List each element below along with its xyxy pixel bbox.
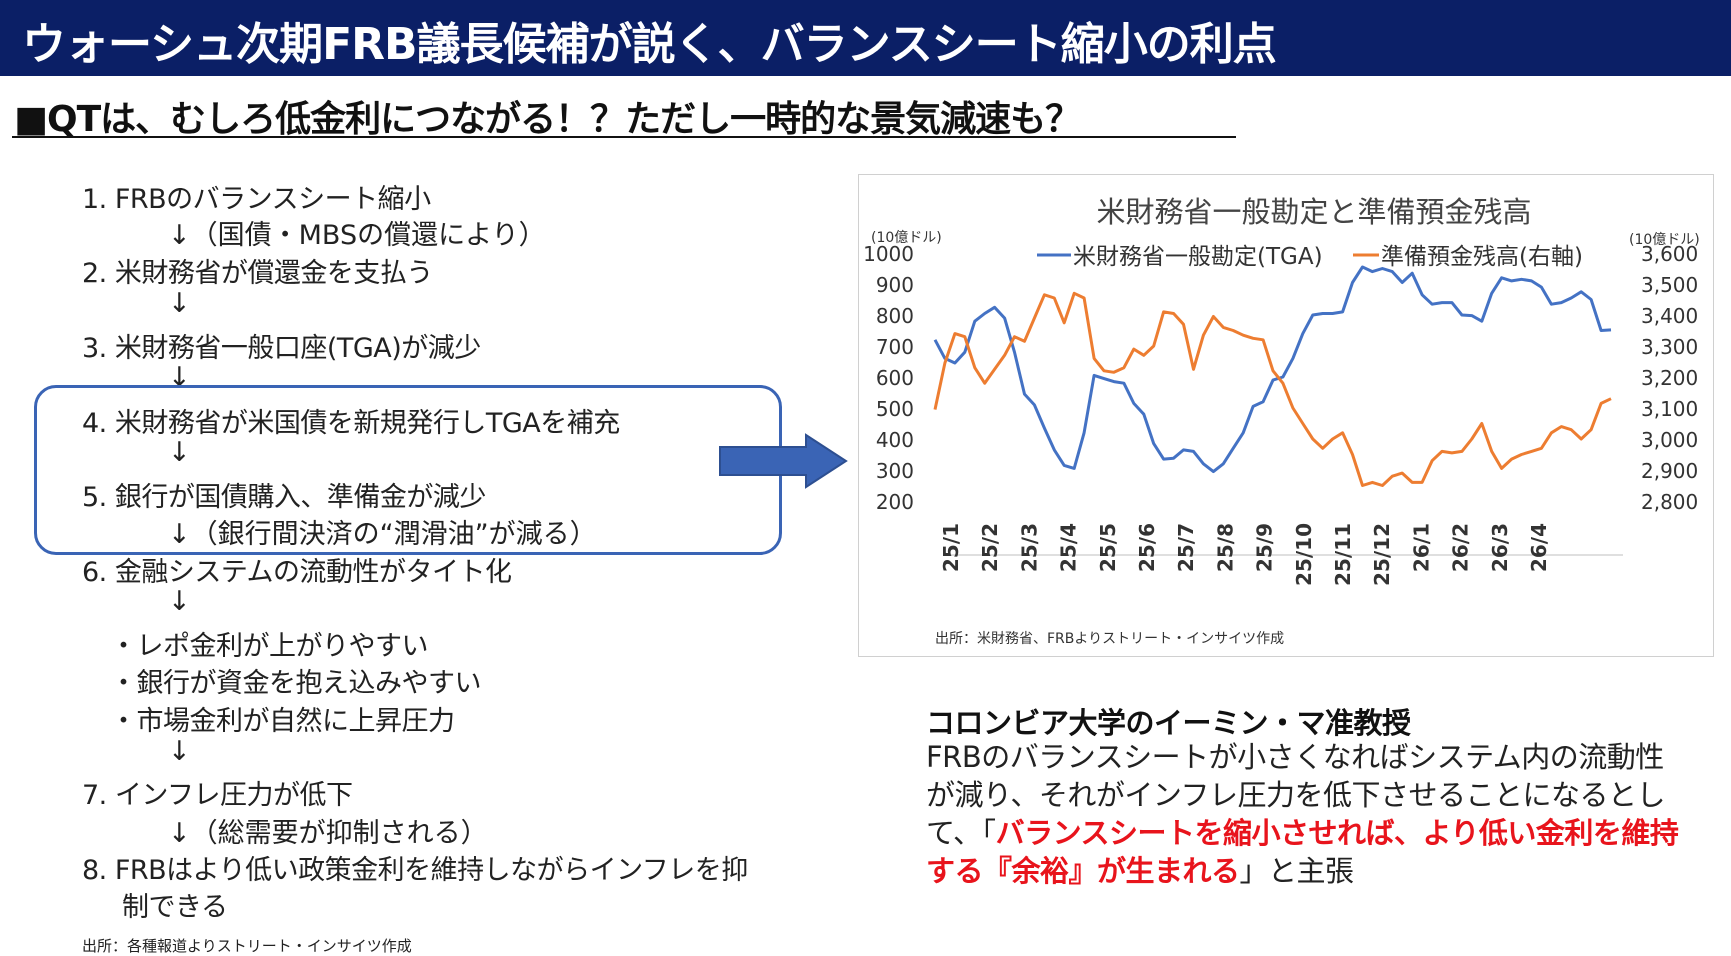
step-2: 2. 米財務省が償還金を支払う — [82, 258, 433, 289]
y-tick-label-left: 1000 — [863, 242, 914, 266]
professor-name: コロンビア大学のイーミン・マ准教授 — [926, 706, 1411, 740]
step-7: 7. インフレ圧力が低下 — [82, 780, 353, 811]
step-8: 8. FRBはより低い政策金利を維持しながらインフレを抑 — [82, 855, 748, 886]
x-tick-label: 25/3 — [1017, 523, 1041, 572]
highlight-box — [34, 385, 782, 555]
page-subtitle: ■QTは、むしろ低金利につながる！？ただし一時的な景気減速も？ — [14, 99, 1081, 140]
y-tick-label-left: 200 — [876, 490, 914, 514]
chart-source: 出所：米財務省、FRBよりストリート・インサイツ作成 — [935, 631, 1284, 647]
y-tick-label-left: 900 — [876, 273, 914, 297]
series-line-reserves — [933, 291, 1612, 487]
x-tick-label: 25/4 — [1057, 523, 1081, 572]
y-tick-label-right: 3,600 — [1641, 242, 1698, 266]
legend-tga-label: 米財務省一般勘定(TGA) — [1073, 244, 1323, 270]
x-tick-label: 25/8 — [1213, 523, 1237, 572]
bullet-2: ・銀行が資金を抱え込みやすい — [110, 668, 482, 699]
chart-title: 米財務省一般勘定と準備預金残高 — [1096, 195, 1531, 229]
step-8-cont: 制できる — [122, 892, 228, 923]
step-5: 5. 銀行が国債購入、準備金が減少 — [82, 482, 486, 513]
right-axis-unit: (10億ドル) — [1629, 232, 1700, 248]
y-tick-label-right: 3,500 — [1641, 273, 1698, 297]
step-4: 4. 米財務省が米国債を新規発行しTGAを補充 — [82, 408, 620, 439]
source-note-left: 出所：各種報道よりストリート・インサイツ作成 — [82, 937, 412, 955]
y-tick-label-right: 3,100 — [1641, 397, 1698, 421]
series-line-tga — [933, 265, 1612, 474]
x-tick-label: 25/5 — [1096, 523, 1120, 572]
left-axis-unit: (10億ドル) — [871, 230, 942, 246]
x-tick-label: 25/7 — [1174, 523, 1198, 572]
bullet-1: ・レポ金利が上がりやすい — [110, 631, 429, 662]
x-tick-label: 26/3 — [1488, 523, 1512, 572]
y-tick-label-left: 800 — [876, 304, 914, 328]
chart-frame: 米財務省一般勘定と準備預金残高 (10億ドル) (10億ドル) 米財務省一般勘定… — [858, 174, 1714, 657]
y-tick-label-right: 3,000 — [1641, 428, 1698, 452]
step-arrow-6: ↓ — [168, 586, 191, 617]
right-arrow-icon — [719, 433, 848, 489]
y-tick-label-left: 400 — [876, 428, 914, 452]
x-tick-label: 25/1 — [939, 523, 963, 572]
x-tick-label: 25/12 — [1370, 523, 1394, 586]
title-bar: ウォーシュ次期FRB議長候補が説く、バランスシート縮小の利点 — [0, 0, 1731, 76]
y-tick-label-right: 2,800 — [1641, 490, 1698, 514]
step-1: 1. FRBのバランスシート縮小 — [82, 184, 431, 215]
step-arrow-7: ↓ — [168, 736, 191, 767]
professor-quote: FRBのバランスシートが小さくなればシステム内の流動性が減り、それがインフレ圧力… — [926, 738, 1686, 890]
x-tick-label: 26/1 — [1409, 523, 1433, 572]
y-tick-label-left: 500 — [876, 397, 914, 421]
y-tick-label-right: 2,900 — [1641, 459, 1698, 483]
quote-text-1: FRBのバランスシートが小さくなればシステム内の流動性が減り、それがインフレ圧力… — [926, 740, 1665, 850]
step-arrow-8: ↓（総需要が抑制される） — [168, 818, 488, 849]
step-arrow-2: ↓ — [168, 288, 191, 319]
x-tick-label: 25/10 — [1292, 523, 1316, 586]
x-tick-label: 26/4 — [1527, 523, 1551, 572]
x-tick-label: 25/9 — [1253, 523, 1277, 572]
step-6: 6. 金融システムの流動性がタイト化 — [82, 557, 512, 588]
x-tick-label: 26/2 — [1449, 523, 1473, 572]
step-arrow-5: ↓（銀行間決済の“潤滑油”が減る） — [168, 519, 597, 550]
y-tick-label-right: 3,300 — [1641, 335, 1698, 359]
x-tick-label: 25/11 — [1331, 523, 1355, 586]
y-tick-label-left: 300 — [876, 459, 914, 483]
y-tick-label-left: 700 — [876, 335, 914, 359]
quote-text-2: 」と主張 — [1239, 854, 1355, 888]
line-chart: 米財務省一般勘定と準備預金残高 (10億ドル) (10億ドル) 米財務省一般勘定… — [863, 195, 1700, 647]
x-tick-label: 25/2 — [978, 523, 1002, 572]
page-title: ウォーシュ次期FRB議長候補が説く、バランスシート縮小の利点 — [22, 19, 1277, 70]
y-tick-label-right: 3,400 — [1641, 304, 1698, 328]
step-arrow-1: ↓（国債・MBSの償還により） — [168, 220, 546, 251]
quote-emphasis: バランスシートを縮小させれば、より低い金利を維持する『余裕』が生まれる — [926, 816, 1679, 888]
step-arrow-4: ↓ — [168, 437, 191, 468]
step-3: 3. 米財務省一般口座(TGA)が減少 — [82, 333, 481, 364]
legend-reserves-label: 準備預金残高(右軸) — [1381, 244, 1583, 270]
x-tick-label: 25/6 — [1135, 523, 1159, 572]
bullet-3: ・市場金利が自然に上昇圧力 — [110, 706, 455, 737]
y-tick-label-right: 3,200 — [1641, 366, 1698, 390]
subtitle-underline — [12, 136, 1236, 138]
y-tick-label-left: 600 — [876, 366, 914, 390]
